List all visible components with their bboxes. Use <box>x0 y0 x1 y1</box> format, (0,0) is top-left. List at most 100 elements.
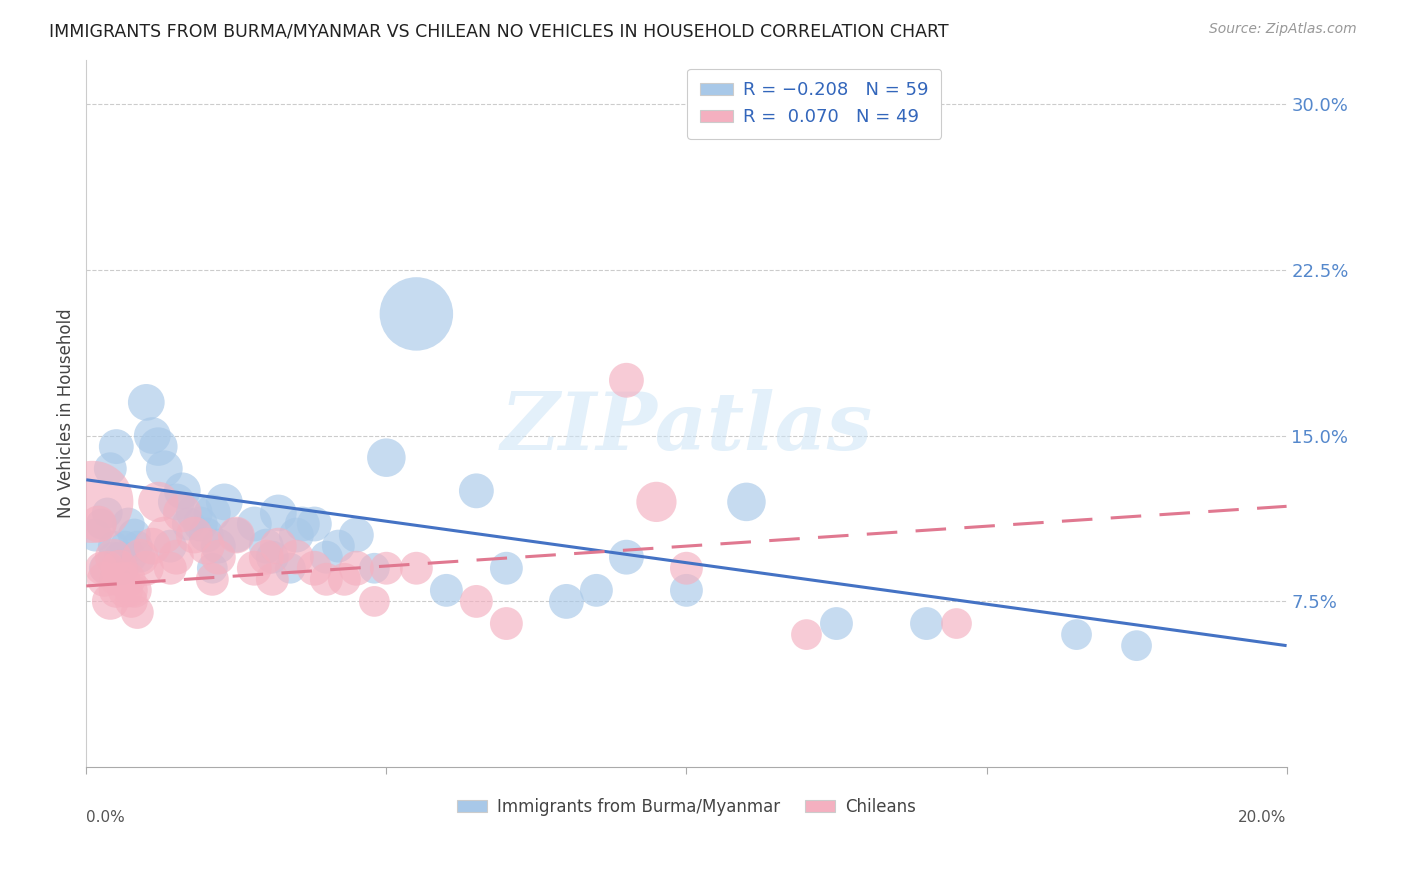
Point <box>141 428 163 442</box>
Point <box>108 550 131 565</box>
Point <box>735 495 758 509</box>
Point <box>105 440 128 454</box>
Point <box>616 550 638 565</box>
Point <box>616 373 638 387</box>
Point <box>267 539 290 553</box>
Point <box>96 561 118 575</box>
Point <box>201 561 224 575</box>
Point <box>405 561 427 575</box>
Point <box>254 539 277 553</box>
Point <box>315 572 337 586</box>
Point <box>127 539 149 553</box>
Text: Source: ZipAtlas.com: Source: ZipAtlas.com <box>1209 22 1357 37</box>
Point <box>243 516 266 531</box>
Point <box>127 606 149 620</box>
Point <box>153 461 176 475</box>
Point <box>225 528 247 542</box>
Point <box>363 561 385 575</box>
Point <box>1125 639 1147 653</box>
Point <box>105 572 128 586</box>
Point <box>111 561 134 575</box>
Point <box>124 583 146 598</box>
Point <box>375 450 398 465</box>
Point <box>254 550 277 565</box>
Point <box>120 594 142 608</box>
Point <box>96 506 118 520</box>
Point <box>129 550 152 565</box>
Point <box>105 583 128 598</box>
Point <box>344 561 367 575</box>
Point <box>585 583 607 598</box>
Point <box>344 528 367 542</box>
Point <box>796 627 818 641</box>
Point <box>84 528 107 542</box>
Point <box>915 616 938 631</box>
Point <box>375 561 398 575</box>
Point <box>495 561 517 575</box>
Point <box>90 516 112 531</box>
Text: IMMIGRANTS FROM BURMA/MYANMAR VS CHILEAN NO VEHICLES IN HOUSEHOLD CORRELATION CH: IMMIGRANTS FROM BURMA/MYANMAR VS CHILEAN… <box>49 22 949 40</box>
Point <box>93 572 115 586</box>
Point <box>111 572 134 586</box>
Point <box>465 594 488 608</box>
Point <box>675 561 697 575</box>
Point <box>172 506 194 520</box>
Point <box>183 528 205 542</box>
Text: 0.0%: 0.0% <box>86 810 125 825</box>
Point <box>120 583 142 598</box>
Point <box>111 561 134 575</box>
Point <box>201 572 224 586</box>
Point <box>159 539 181 553</box>
Point <box>165 495 187 509</box>
Point <box>103 550 125 565</box>
Point <box>434 583 457 598</box>
Point <box>262 550 284 565</box>
Point <box>108 561 131 575</box>
Point <box>93 561 115 575</box>
Point <box>87 516 110 531</box>
Point <box>120 550 142 565</box>
Point <box>495 616 517 631</box>
Point <box>328 539 350 553</box>
Point <box>333 572 356 586</box>
Point <box>304 516 326 531</box>
Point <box>135 561 157 575</box>
Point <box>135 395 157 409</box>
Point <box>267 506 290 520</box>
Point <box>148 495 170 509</box>
Point <box>945 616 967 631</box>
Point <box>195 528 218 542</box>
Point <box>465 483 488 498</box>
Point <box>82 495 104 509</box>
Point <box>304 561 326 575</box>
Point <box>315 550 337 565</box>
Point <box>262 572 284 586</box>
Point <box>141 539 163 553</box>
Point <box>177 516 200 531</box>
Point <box>103 550 125 565</box>
Point <box>207 550 229 565</box>
Legend: Immigrants from Burma/Myanmar, Chileans: Immigrants from Burma/Myanmar, Chileans <box>450 791 922 822</box>
Point <box>285 550 308 565</box>
Point <box>124 528 146 542</box>
Point <box>675 583 697 598</box>
Point <box>207 539 229 553</box>
Point <box>645 495 668 509</box>
Y-axis label: No Vehicles in Household: No Vehicles in Household <box>58 309 75 518</box>
Point <box>183 506 205 520</box>
Point <box>159 561 181 575</box>
Point <box>129 550 152 565</box>
Point <box>188 516 211 531</box>
Text: 20.0%: 20.0% <box>1239 810 1286 825</box>
Point <box>103 539 125 553</box>
Point <box>148 440 170 454</box>
Text: ZIPatlas: ZIPatlas <box>501 389 873 467</box>
Point <box>363 594 385 608</box>
Point <box>117 516 139 531</box>
Point <box>214 495 236 509</box>
Point <box>117 572 139 586</box>
Point <box>1066 627 1088 641</box>
Point <box>291 516 314 531</box>
Point <box>201 506 224 520</box>
Point <box>285 528 308 542</box>
